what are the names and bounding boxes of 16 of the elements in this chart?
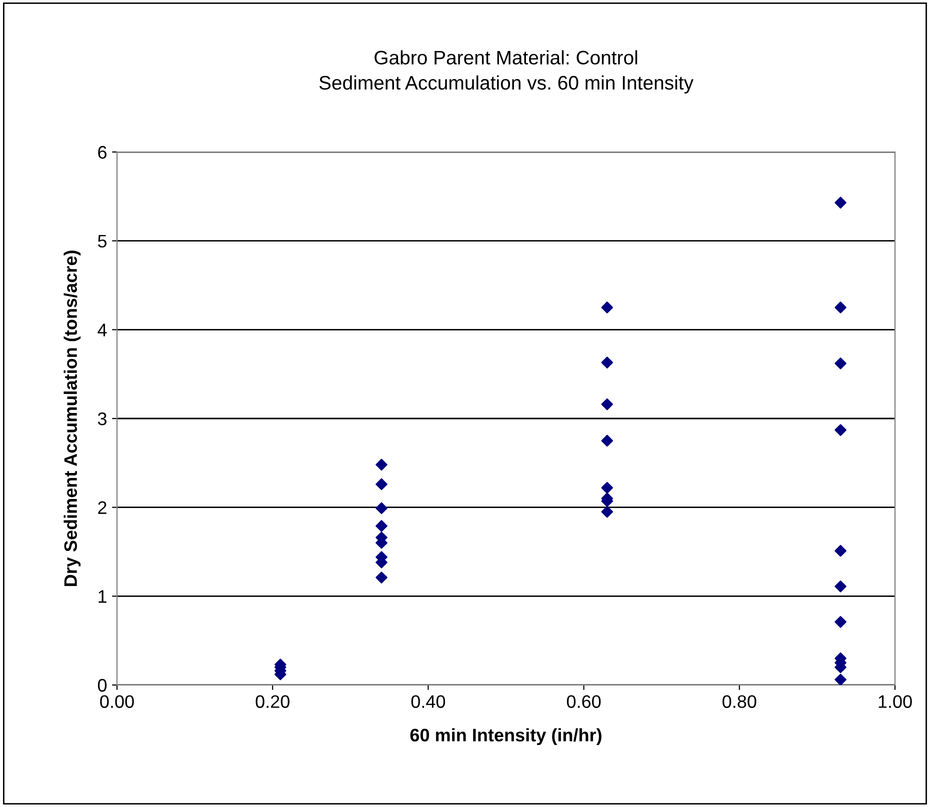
chart-title: Gabro Parent Material: Control Sediment Accumulation vs. 60 min Intensity — [319, 50, 694, 94]
y-tick-label: 1 — [98, 590, 106, 603]
x-tick-label: 0.40 — [411, 695, 446, 708]
x-tick-label: 1.00 — [878, 695, 912, 708]
x-tick-label: 0.00 — [100, 695, 134, 708]
x-tick-label: 0.20 — [256, 695, 290, 708]
y-tick-label: 2 — [98, 501, 106, 514]
y-tick-label: 4 — [98, 324, 107, 336]
y-axis-title: Dry Sediment Accumulation (tons/acre) — [64, 250, 81, 586]
x-tick-label: 0.80 — [722, 695, 756, 708]
y-tick-label: 3 — [98, 412, 106, 426]
y-tick-label: 0 — [98, 678, 107, 692]
x-axis-title: 60 min Intensity (in/hr) — [410, 728, 602, 746]
x-tick-label: 0.60 — [566, 695, 601, 708]
y-tick-label: 5 — [98, 234, 107, 248]
y-tick-label: 6 — [98, 146, 106, 159]
